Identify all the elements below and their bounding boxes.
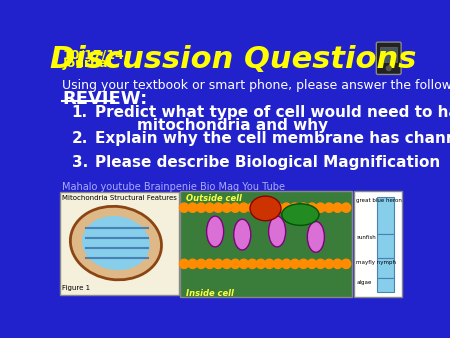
Ellipse shape xyxy=(207,216,224,247)
Circle shape xyxy=(214,259,223,268)
Text: 2.: 2. xyxy=(72,131,88,146)
Text: sunfish: sunfish xyxy=(356,235,376,240)
Bar xyxy=(377,197,394,234)
Circle shape xyxy=(333,259,342,268)
Ellipse shape xyxy=(70,206,162,280)
Text: Please describe Biological Magnification: Please describe Biological Magnification xyxy=(95,154,440,170)
Circle shape xyxy=(273,259,283,268)
Circle shape xyxy=(299,203,308,212)
Ellipse shape xyxy=(234,219,251,250)
Circle shape xyxy=(222,203,231,212)
Bar xyxy=(180,191,352,297)
Circle shape xyxy=(290,259,300,268)
Text: Mitochondria Structural Features: Mitochondria Structural Features xyxy=(63,195,177,200)
Bar xyxy=(377,278,394,292)
Text: 3.: 3. xyxy=(72,154,88,170)
Circle shape xyxy=(180,259,189,268)
Text: algae: algae xyxy=(356,280,372,285)
Text: Explain why the cell membrane has channel proteins: Explain why the cell membrane has channe… xyxy=(95,131,450,146)
Circle shape xyxy=(205,203,214,212)
Circle shape xyxy=(230,259,240,268)
Bar xyxy=(354,191,402,297)
Text: mayfly nymph: mayfly nymph xyxy=(356,260,396,265)
Ellipse shape xyxy=(282,204,319,225)
Text: Predict what type of cell would need to have a lot of: Predict what type of cell would need to … xyxy=(95,105,450,120)
Circle shape xyxy=(324,259,334,268)
Text: Discussion Questions: Discussion Questions xyxy=(50,45,416,74)
Circle shape xyxy=(188,259,197,268)
Ellipse shape xyxy=(82,216,150,270)
Text: 10/17/14: 10/17/14 xyxy=(63,48,124,61)
Bar xyxy=(377,259,394,278)
Circle shape xyxy=(307,259,317,268)
Bar xyxy=(60,192,179,295)
Circle shape xyxy=(222,259,231,268)
Circle shape xyxy=(214,203,223,212)
Ellipse shape xyxy=(250,196,281,221)
Text: Outside cell: Outside cell xyxy=(186,194,243,203)
Circle shape xyxy=(265,203,274,212)
Circle shape xyxy=(230,203,240,212)
Circle shape xyxy=(307,203,317,212)
Circle shape xyxy=(188,203,197,212)
Circle shape xyxy=(273,203,283,212)
Circle shape xyxy=(248,259,257,268)
Circle shape xyxy=(248,203,257,212)
Circle shape xyxy=(239,203,248,212)
Bar xyxy=(380,47,397,62)
Circle shape xyxy=(342,259,351,268)
Circle shape xyxy=(387,66,391,71)
Text: Mahalo youtube Brainpenie Bio Mag You Tube: Mahalo youtube Brainpenie Bio Mag You Tu… xyxy=(63,182,285,192)
Text: Figure 1: Figure 1 xyxy=(63,285,90,291)
FancyBboxPatch shape xyxy=(376,42,401,74)
Text: great blue heron: great blue heron xyxy=(356,198,402,203)
Circle shape xyxy=(197,259,206,268)
Bar xyxy=(377,234,394,259)
Text: 1.: 1. xyxy=(72,105,88,120)
Circle shape xyxy=(316,259,325,268)
Circle shape xyxy=(282,259,291,268)
Circle shape xyxy=(290,203,300,212)
Circle shape xyxy=(180,203,189,212)
Circle shape xyxy=(316,203,325,212)
Circle shape xyxy=(282,203,291,212)
Text: Using your textbook or smart phone, please answer the following:: Using your textbook or smart phone, plea… xyxy=(63,79,450,92)
Circle shape xyxy=(205,259,214,268)
Text: mitochondria and why: mitochondria and why xyxy=(95,118,328,132)
Circle shape xyxy=(256,203,265,212)
Ellipse shape xyxy=(269,216,286,247)
Circle shape xyxy=(333,203,342,212)
Circle shape xyxy=(197,203,206,212)
Ellipse shape xyxy=(307,221,324,252)
Circle shape xyxy=(265,259,274,268)
Circle shape xyxy=(299,259,308,268)
Text: REVIEW:: REVIEW: xyxy=(63,90,148,108)
Circle shape xyxy=(256,259,265,268)
Text: Journal: Journal xyxy=(63,57,112,70)
Text: Inside cell: Inside cell xyxy=(186,289,234,298)
Circle shape xyxy=(342,203,351,212)
Circle shape xyxy=(324,203,334,212)
Circle shape xyxy=(239,259,248,268)
